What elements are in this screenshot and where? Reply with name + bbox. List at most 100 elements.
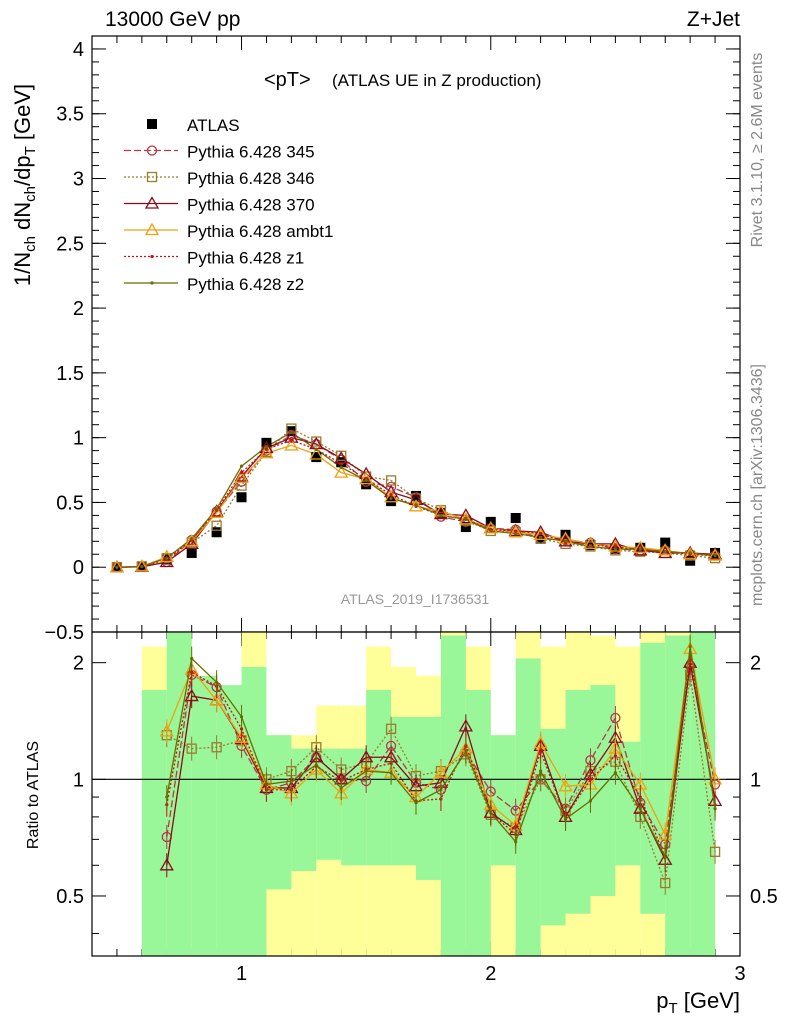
ratio-point (588, 777, 593, 781)
mc-point (433, 506, 449, 520)
ratio-y-tick-label-right: 0.5 (750, 886, 778, 908)
mc-point (284, 438, 299, 451)
ratio-point (613, 771, 617, 775)
ratio-point (713, 807, 717, 811)
mc-point (359, 471, 374, 485)
ratio-point (663, 855, 667, 859)
legend-label: Pythia 6.428 346 (187, 169, 315, 188)
mc-point (115, 565, 119, 569)
mc-point (663, 550, 667, 554)
ratio-point (414, 801, 418, 805)
legend-label: Pythia 6.428 345 (187, 143, 315, 162)
ratio-point (239, 727, 244, 731)
mc-point (339, 465, 343, 470)
mc-point (558, 533, 573, 547)
mc-point (458, 511, 473, 525)
mc-point (683, 546, 698, 560)
ratio-point (563, 817, 568, 821)
ratio-point (688, 645, 692, 649)
legend-marker (144, 196, 160, 209)
mc-point (638, 547, 642, 551)
mc-point (533, 527, 548, 540)
mc-point (514, 531, 518, 536)
chart-title-main: <pT> (264, 69, 311, 91)
mc-point (713, 553, 717, 558)
mc-point (184, 536, 199, 550)
legend-label: Pythia 6.428 370 (187, 196, 315, 215)
mc-point (688, 551, 692, 555)
mc-point (284, 430, 299, 443)
y-tick-label: 3.5 (56, 104, 84, 126)
mc-point (259, 445, 274, 459)
y-tick-label: 4 (73, 39, 84, 61)
data-point (211, 527, 222, 538)
ratio-line (166, 665, 716, 847)
y-tick-label: 2 (73, 298, 84, 320)
legend-label: Pythia 6.428 ambt1 (187, 222, 333, 241)
mc-point (314, 447, 318, 451)
mc-point (539, 531, 543, 536)
ratio-point (433, 765, 449, 778)
mc-point (334, 465, 349, 478)
ratio-plot-panel: 0.5 0.5 1 1 2 2 1 2 3 Ratio to ATLAS pT [GeV] (25, 631, 778, 1017)
data-point (710, 547, 721, 558)
main-plot-panel: −0.5 0 0.5 1 1.5 2 2.5 3 3.5 4 <pT> (ATLAS UE in Z … (10, 35, 741, 956)
ratio-point (209, 692, 224, 706)
uncertainty-band-inner (565, 690, 591, 914)
bottom-frame (91, 631, 741, 957)
ratio-point (610, 712, 621, 724)
mc-point (383, 489, 399, 503)
uncertainty-band-inner (640, 642, 666, 914)
mc-point (539, 535, 543, 540)
x-tick-label: 3 (734, 963, 745, 985)
ratio-point (539, 749, 543, 754)
mc-point (408, 499, 424, 512)
mc-point (234, 470, 249, 483)
ratio-point (638, 807, 642, 811)
mc-point (389, 496, 393, 501)
uncertainty-band-inner (440, 635, 466, 956)
ratio-point (314, 763, 318, 767)
data-point (510, 512, 521, 523)
mc-point (439, 513, 443, 517)
ratio-point (264, 782, 269, 787)
legend-marker (150, 281, 154, 285)
mc-point (608, 539, 623, 552)
ratio-line (166, 674, 716, 884)
uncertainty-band-inner (540, 728, 566, 926)
uncertainty-band-inner (241, 666, 267, 956)
mc-point (215, 507, 219, 511)
ratio-y-tick-label-right: 2 (750, 653, 761, 675)
data-point (460, 522, 471, 533)
mc-point (364, 478, 368, 483)
mc-point (239, 464, 244, 468)
ratio-point (159, 724, 174, 737)
mc-point (613, 547, 617, 551)
data-point (311, 452, 322, 463)
ratio-point (464, 749, 468, 754)
ratio-point (489, 811, 493, 815)
ratio-point (211, 742, 222, 753)
mc-point (633, 543, 648, 556)
mc-point (309, 447, 324, 460)
uncertainty-band-inner (191, 675, 217, 956)
mc-point (514, 529, 518, 533)
mc-point (259, 440, 274, 454)
ratio-y-tick-label: 1 (73, 769, 84, 791)
ratio-point (165, 795, 169, 799)
ratio-point (613, 754, 617, 758)
mc-point (289, 438, 293, 442)
legend-label: ATLAS (187, 116, 240, 135)
mc-point (563, 539, 568, 543)
mc-point (159, 549, 174, 563)
mc-point (464, 517, 468, 521)
mc-point (583, 536, 598, 550)
mc-point (339, 461, 343, 466)
mc-point (140, 564, 144, 569)
mc-point (190, 537, 194, 541)
legend-marker (146, 171, 158, 183)
y-axis-label: 1/Nch dNch/dpT [GeV] (10, 84, 39, 286)
energy-label: 13000 GeV pp (105, 8, 240, 31)
ratio-point (458, 719, 473, 732)
